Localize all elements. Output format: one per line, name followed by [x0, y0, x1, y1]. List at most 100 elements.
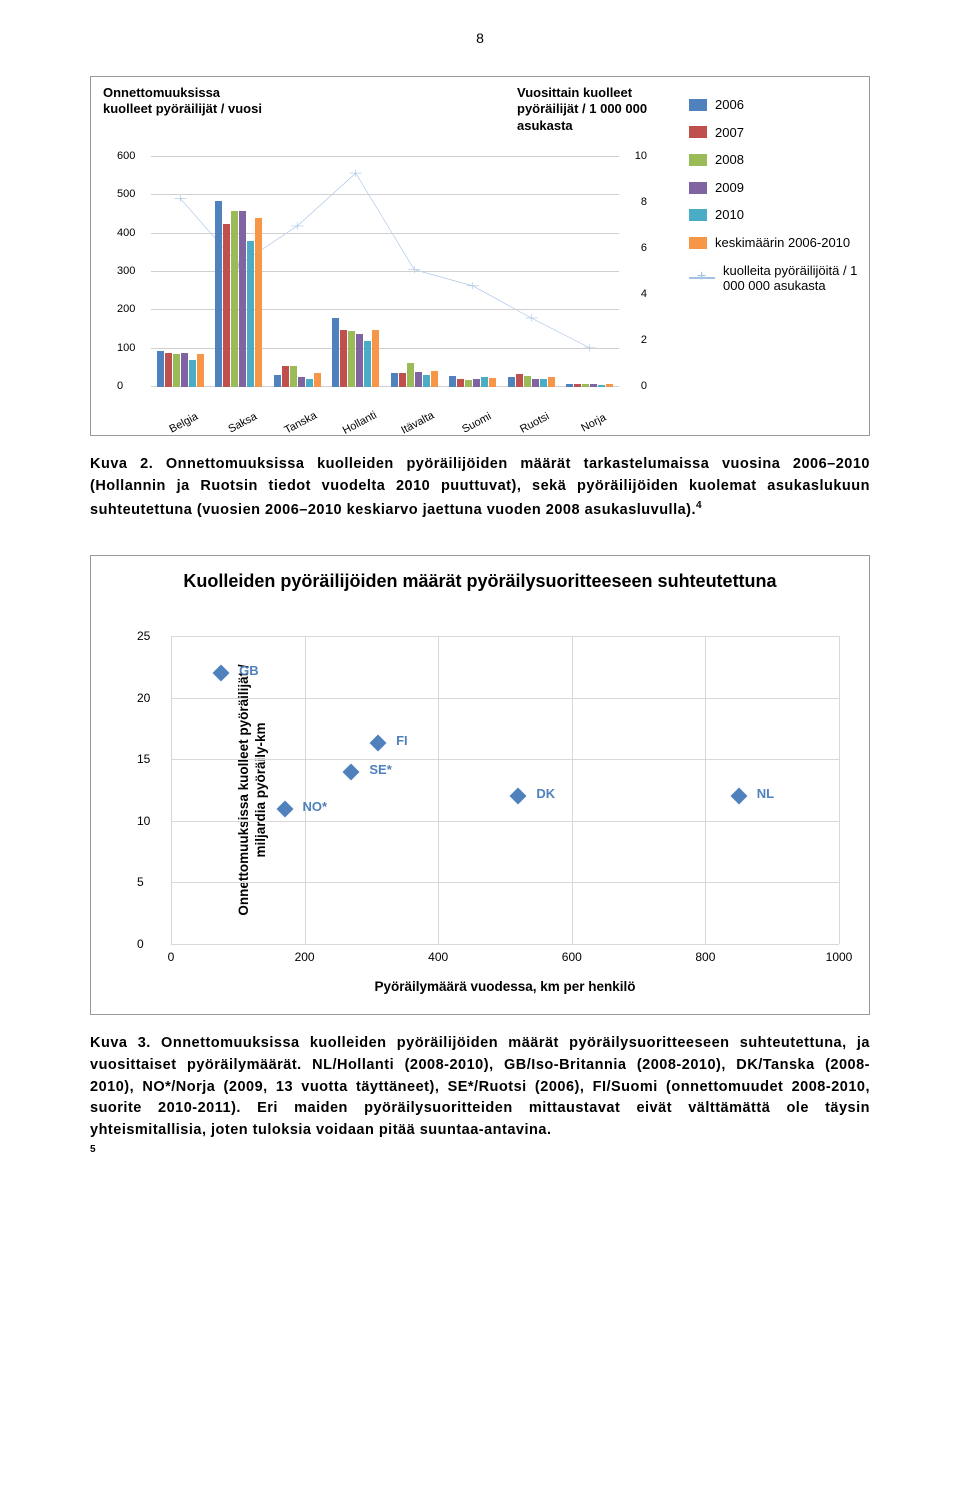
bar — [465, 380, 472, 387]
bar — [181, 353, 188, 387]
bar — [165, 353, 172, 387]
y-axis-tick: 10 — [137, 814, 150, 828]
country-group — [327, 157, 386, 387]
footnote-ref-5: 5 — [90, 1144, 96, 1155]
country-group — [151, 157, 210, 387]
bar — [407, 363, 414, 387]
country-group — [444, 157, 503, 387]
legend-item: 2006 — [689, 91, 859, 119]
bar — [356, 334, 363, 387]
bar — [481, 377, 488, 387]
country-group — [268, 157, 327, 387]
x-axis-tick: 800 — [695, 950, 715, 964]
y-axis-tick: 15 — [137, 752, 150, 766]
bar — [364, 341, 371, 387]
bar — [290, 366, 297, 387]
bar — [247, 241, 254, 387]
x-axis-label: Saksa — [214, 404, 271, 442]
x-axis-tick: 1000 — [826, 950, 853, 964]
bar — [306, 379, 313, 387]
x-axis-label: Itävalta — [389, 404, 446, 442]
x-axis-tick: 400 — [428, 950, 448, 964]
y-axis-tick: 5 — [137, 875, 144, 889]
x-axis-label: Ruotsi — [506, 404, 563, 442]
chart-bar-line: Onnettomuuksissa kuolleet pyöräilijät / … — [90, 76, 870, 436]
bar — [598, 385, 605, 387]
bar — [489, 378, 496, 387]
scatter-point-label: FI — [396, 733, 408, 748]
chart2-plot-area: Onnettomuuksissa kuolleet pyöräilijät / … — [171, 636, 839, 944]
scatter-point — [370, 735, 387, 752]
y-axis-tick: 25 — [137, 629, 150, 643]
y-axis-tick: 20 — [137, 691, 150, 705]
country-group — [385, 157, 444, 387]
bar — [255, 218, 262, 387]
scatter-point — [276, 800, 293, 817]
scatter-point-label: NL — [757, 786, 774, 801]
x-axis-label: Hollanti — [331, 404, 388, 442]
bar — [582, 384, 589, 387]
legend-item: 2007 — [689, 119, 859, 147]
caption-kuva-3: Kuva 3. Onnettomuuksissa kuolleiden pyör… — [90, 1033, 870, 1165]
bar — [606, 384, 613, 387]
chart1-legend: 20062007200820092010keskimäärin 2006-201… — [679, 77, 869, 435]
scatter-point-label: DK — [536, 786, 555, 801]
scatter-point-label: GB — [239, 663, 259, 678]
bar — [532, 379, 539, 387]
bar — [449, 376, 456, 387]
chart1-left-axis-title: Onnettomuuksissa kuolleet pyöräilijät / … — [103, 85, 263, 118]
y-axis-tick: 0 — [137, 937, 144, 951]
bar — [548, 377, 555, 387]
bar — [508, 377, 515, 387]
scatter-point — [213, 665, 230, 682]
bar — [540, 379, 547, 387]
scatter-point — [730, 788, 747, 805]
scatter-point-label: NO* — [303, 799, 328, 814]
bar — [340, 330, 347, 387]
bar — [415, 372, 422, 387]
country-group — [502, 157, 561, 387]
legend-item: 2010 — [689, 201, 859, 229]
legend-item: keskimäärin 2006-2010 — [689, 229, 859, 257]
bar — [566, 384, 573, 387]
bar — [431, 371, 438, 387]
legend-item: 2008 — [689, 146, 859, 174]
legend-item: kuolleita pyöräilijöitä / 1 000 000 asuk… — [689, 257, 859, 300]
footnote-ref-4: 4 — [696, 500, 702, 511]
bar — [173, 354, 180, 387]
bar — [348, 331, 355, 387]
x-axis-label: Belgia — [155, 404, 212, 442]
caption-kuva-2: Kuva 2. Onnettomuuksissa kuolleiden pyör… — [90, 454, 870, 521]
bar — [239, 211, 246, 387]
bar — [574, 384, 581, 387]
bar — [590, 384, 597, 387]
bar — [391, 373, 398, 387]
x-axis-label: Norja — [565, 404, 622, 442]
page-number: 8 — [90, 30, 870, 46]
scatter-point — [510, 788, 527, 805]
chart2-y-axis-title: Onnettomuuksissa kuolleet pyöräilijät / … — [236, 640, 270, 940]
chart2-x-axis-title: Pyöräilymäärä vuodessa, km per henkilö — [171, 979, 839, 994]
bar — [231, 211, 238, 387]
legend-item: 2009 — [689, 174, 859, 202]
bar — [399, 373, 406, 387]
scatter-point-label: SE* — [369, 762, 391, 777]
x-axis-tick: 0 — [168, 950, 175, 964]
bar — [223, 224, 230, 387]
x-axis-label: Tanska — [272, 404, 329, 442]
bar — [189, 360, 196, 387]
chart1-plot-area: 01002003004005006000246810 — [151, 157, 619, 387]
bar — [423, 375, 430, 387]
x-axis-tick: 600 — [562, 950, 582, 964]
chart1-x-labels: BelgiaSaksaTanskaHollantiItävaltaSuomiRu… — [151, 415, 619, 427]
bar — [298, 377, 305, 387]
bar — [372, 330, 379, 388]
x-axis-tick: 200 — [295, 950, 315, 964]
bar — [157, 351, 164, 387]
bar — [314, 373, 321, 387]
bar — [473, 379, 480, 387]
bar — [524, 376, 531, 388]
chart1-right-axis-title: Vuosittain kuolleet pyöräilijät / 1 000 … — [517, 85, 667, 134]
bar — [332, 318, 339, 387]
bar — [274, 375, 281, 387]
